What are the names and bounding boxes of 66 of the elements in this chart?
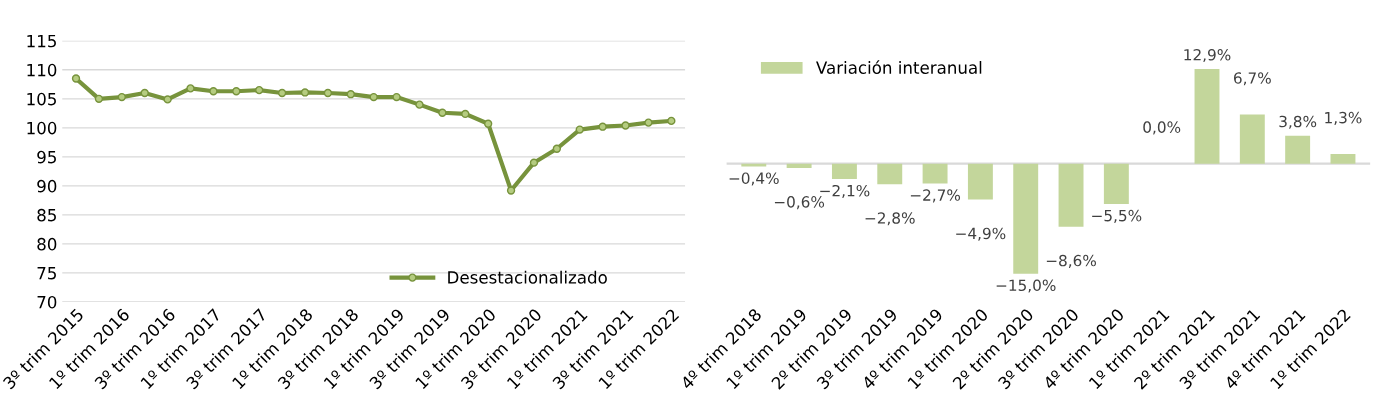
bar — [1013, 163, 1039, 274]
point — [667, 116, 676, 126]
y-tick-label: 110 — [27, 63, 57, 77]
point — [461, 109, 470, 119]
point — [392, 92, 401, 102]
point — [163, 95, 172, 104]
data-label: 3,8% — [1279, 115, 1317, 129]
data-label: −15,0% — [996, 279, 1056, 293]
data-label: −2,1% — [820, 184, 870, 198]
bar — [741, 163, 767, 167]
data-label: −8,6% — [1046, 254, 1096, 268]
point — [415, 100, 424, 109]
y-tick-label: 70 — [37, 295, 57, 309]
y-tick-label: 95 — [37, 150, 56, 164]
point — [140, 88, 149, 98]
bar — [1239, 114, 1265, 164]
bar — [1058, 163, 1084, 227]
y-tick-label: 105 — [27, 92, 56, 106]
data-label: −5,5% — [1092, 209, 1142, 223]
bar — [922, 163, 948, 184]
point — [117, 92, 126, 102]
y-tick-label: 75 — [37, 267, 56, 280]
point — [277, 88, 287, 98]
point — [621, 121, 630, 130]
data-label: 1,3% — [1325, 111, 1362, 125]
data-label: −2,8% — [865, 212, 915, 226]
legend-label: Variación interanual — [816, 60, 982, 74]
data-label: −0,6% — [774, 196, 825, 210]
point — [369, 92, 378, 102]
bar — [877, 163, 903, 185]
bar — [1194, 69, 1220, 164]
bar — [1330, 154, 1356, 164]
point — [300, 88, 310, 97]
point — [506, 186, 516, 195]
data-label: 0,0% — [1143, 121, 1181, 135]
data-label: −4,9% — [956, 227, 1006, 241]
bar — [967, 163, 993, 200]
point — [552, 144, 562, 153]
data-label: 6,7% — [1233, 72, 1271, 86]
point — [209, 87, 218, 96]
point — [346, 90, 355, 99]
point — [94, 94, 104, 103]
data-label: −2,7% — [910, 189, 961, 203]
point — [71, 74, 81, 83]
point — [232, 87, 241, 96]
point — [186, 84, 195, 93]
point — [598, 122, 607, 131]
point — [255, 85, 264, 95]
y-tick-label: 90 — [37, 179, 57, 193]
point — [575, 125, 584, 134]
point — [529, 158, 539, 167]
bar — [1285, 135, 1311, 164]
legend-label: Desestacionalizado — [448, 270, 607, 284]
data-label: −0,4% — [729, 172, 779, 186]
point — [644, 118, 653, 127]
bar — [1103, 163, 1129, 204]
point — [438, 108, 447, 117]
bar — [786, 163, 812, 169]
y-tick-label: 85 — [37, 208, 56, 222]
data-label: 12,9% — [1184, 48, 1231, 63]
y-tick-label: 80 — [37, 237, 57, 251]
y-tick-label: 115 — [27, 34, 56, 48]
y-tick-label: 100 — [27, 121, 57, 135]
bar — [831, 163, 857, 180]
point — [323, 88, 333, 98]
point — [483, 119, 493, 128]
